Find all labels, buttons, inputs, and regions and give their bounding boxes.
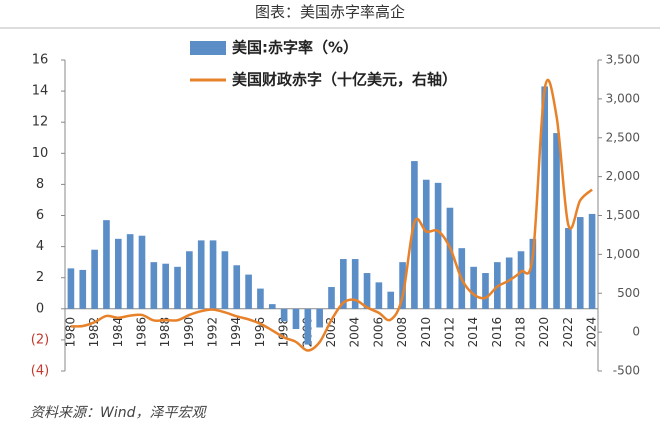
bar bbox=[67, 268, 75, 309]
x-tick-label: 2010 bbox=[419, 317, 433, 348]
y-tick-label: (2) bbox=[31, 332, 49, 347]
bar bbox=[268, 304, 276, 309]
y-tick-label: 2 bbox=[36, 270, 44, 285]
bar bbox=[375, 282, 383, 309]
y2-tick-label: 3,000 bbox=[606, 91, 640, 105]
bar bbox=[233, 265, 241, 309]
y-tick-label: 8 bbox=[36, 177, 44, 192]
x-tick-label: 1988 bbox=[158, 317, 172, 348]
bar bbox=[529, 238, 537, 309]
bar bbox=[351, 259, 359, 309]
bar bbox=[470, 266, 477, 309]
y2-tick-label: -500 bbox=[613, 364, 640, 378]
x-tick-label: 1998 bbox=[277, 317, 291, 348]
y-tick-label: 16 bbox=[32, 53, 49, 68]
y-tick-label: 14 bbox=[32, 84, 49, 99]
bar bbox=[245, 274, 252, 309]
bar bbox=[304, 308, 312, 345]
bar bbox=[411, 161, 418, 309]
bar bbox=[103, 220, 110, 309]
y2-tick-label: 2,000 bbox=[606, 169, 640, 183]
x-tick-label: 2020 bbox=[537, 317, 551, 348]
x-tick-label: 1992 bbox=[206, 317, 220, 348]
bar bbox=[316, 308, 323, 328]
bar bbox=[174, 266, 181, 309]
x-tick-label: 2012 bbox=[442, 317, 456, 348]
x-tick-label: 1984 bbox=[111, 317, 125, 348]
x-tick-label: 2024 bbox=[585, 317, 599, 348]
bar bbox=[422, 179, 430, 309]
bar bbox=[565, 227, 572, 309]
bar bbox=[280, 308, 288, 322]
bar bbox=[197, 240, 205, 309]
bar bbox=[257, 288, 264, 309]
bar bbox=[576, 217, 584, 309]
bar bbox=[553, 133, 560, 309]
x-tick-label: 1990 bbox=[182, 317, 196, 348]
bar bbox=[399, 262, 406, 309]
bar bbox=[114, 238, 122, 309]
y-tick-label: 10 bbox=[32, 146, 49, 161]
legend-swatch bbox=[190, 41, 226, 55]
bar bbox=[209, 240, 217, 309]
bar bbox=[482, 273, 489, 309]
x-tick-label: 1994 bbox=[229, 317, 243, 348]
bar bbox=[387, 291, 395, 309]
bar bbox=[363, 273, 371, 309]
chart-title: 图表：美国赤字率高企 bbox=[255, 3, 405, 21]
y2-tick-label: 1,500 bbox=[606, 208, 640, 222]
x-tick-label: 2004 bbox=[348, 317, 362, 348]
x-tick-label: 2022 bbox=[561, 317, 575, 348]
line bbox=[70, 78, 593, 352]
y2-tick-label: 3,500 bbox=[606, 53, 640, 67]
x-tick-label: 2002 bbox=[324, 317, 338, 348]
bar bbox=[434, 182, 442, 309]
bar bbox=[138, 235, 146, 309]
y2-tick-label: 2,500 bbox=[606, 130, 640, 144]
bar bbox=[517, 251, 525, 309]
x-tick-label: 2018 bbox=[514, 317, 528, 348]
x-tick-label: 2016 bbox=[490, 317, 504, 348]
y2-tick-label: 0 bbox=[632, 325, 640, 339]
y-tick-label: 0 bbox=[36, 301, 44, 316]
bar bbox=[505, 257, 513, 309]
source: 资料来源：Wind，泽平宏观 bbox=[30, 405, 207, 421]
y2-tick-label: 500 bbox=[617, 286, 640, 300]
legend-label: 美国:赤字率（%） bbox=[232, 39, 358, 57]
y-tick-label: 6 bbox=[36, 208, 44, 223]
bar bbox=[150, 262, 158, 309]
x-tick-label: 2008 bbox=[395, 317, 409, 348]
bar bbox=[328, 287, 335, 309]
bar bbox=[79, 269, 87, 309]
bar bbox=[221, 251, 229, 309]
y-tick-label: (4) bbox=[31, 364, 49, 379]
bar bbox=[186, 251, 193, 309]
x-tick-label: 1980 bbox=[63, 317, 77, 348]
bar bbox=[126, 234, 134, 309]
y-tick-label: 4 bbox=[36, 239, 44, 254]
bar bbox=[162, 263, 169, 309]
y-tick-label: 12 bbox=[32, 115, 49, 130]
x-tick-label: 2014 bbox=[466, 317, 480, 348]
legend-label: 美国财政赤字（十亿美元，右轴） bbox=[232, 71, 457, 89]
bar bbox=[541, 86, 549, 309]
y2-tick-label: 1,000 bbox=[606, 247, 640, 261]
x-tick-label: 2006 bbox=[371, 317, 385, 348]
bar bbox=[292, 308, 300, 330]
bar bbox=[340, 259, 347, 309]
x-tick-label: 1986 bbox=[134, 317, 148, 348]
bar bbox=[91, 249, 98, 309]
bar bbox=[446, 207, 454, 309]
bar bbox=[588, 213, 596, 309]
